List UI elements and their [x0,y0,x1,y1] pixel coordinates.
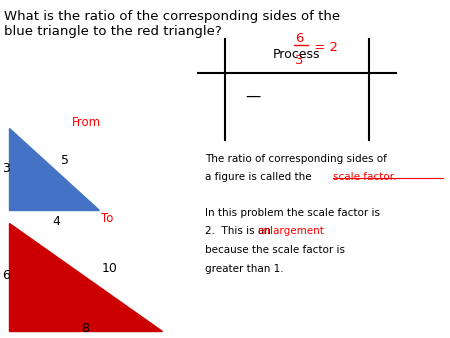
Polygon shape [9,223,162,331]
Text: because the scale factor is: because the scale factor is [205,245,345,255]
Text: 3: 3 [295,54,303,67]
Text: = 2: = 2 [310,42,338,54]
Polygon shape [9,128,99,210]
Text: —: — [246,89,261,104]
Text: To: To [101,212,113,224]
Text: a figure is called the: a figure is called the [205,172,315,183]
Text: 2.  This is an: 2. This is an [205,226,274,237]
Text: greater than 1.: greater than 1. [205,264,284,274]
Text: scale factor.: scale factor. [333,172,396,183]
Text: What is the ratio of the corresponding sides of the
blue triangle to the red tri: What is the ratio of the corresponding s… [4,10,341,38]
Text: 6: 6 [295,32,303,45]
Text: In this problem the scale factor is: In this problem the scale factor is [205,208,380,218]
Text: 5: 5 [61,154,69,167]
Text: 4: 4 [52,215,60,227]
Text: Process: Process [273,48,321,61]
Text: 10: 10 [101,262,117,275]
Text: The ratio of corresponding sides of: The ratio of corresponding sides of [205,154,387,164]
Text: enlargement: enlargement [257,226,324,237]
Text: From: From [72,116,101,129]
Text: 6: 6 [2,269,10,282]
Text: 8: 8 [81,322,90,335]
Text: 3: 3 [2,163,10,175]
